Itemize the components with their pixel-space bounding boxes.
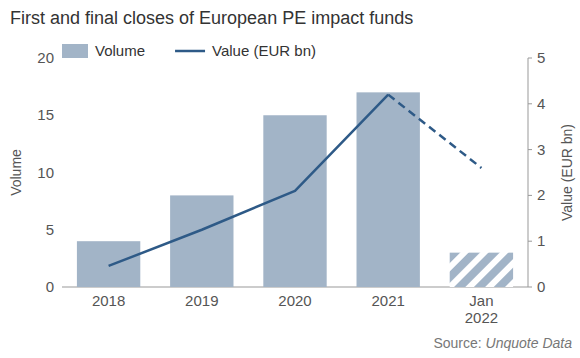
y2-tick	[528, 149, 532, 150]
legend-swatch	[62, 44, 88, 58]
y-tick-label: 10	[37, 164, 54, 181]
x-tick-label: Jan2022	[465, 292, 498, 326]
chart-svg: First and final closes of European PE im…	[0, 0, 580, 358]
y2-axis-line	[528, 58, 529, 287]
x-tick-label-line: 2022	[465, 309, 498, 326]
x-tick-label: 2020	[278, 292, 311, 309]
y2-tick-label: 4	[537, 95, 545, 112]
source: Source: Unquote Data	[433, 335, 572, 351]
y-axis-label: Volume	[8, 149, 24, 196]
x-tick-label-line: Jan	[469, 292, 493, 309]
y2-tick	[528, 287, 532, 288]
y-tick	[58, 172, 62, 173]
bar	[77, 241, 140, 287]
y-tick	[58, 287, 62, 288]
y2-tick-label: 0	[537, 278, 545, 295]
x-tick-label-line: 2020	[278, 292, 311, 309]
y2-tick	[528, 241, 532, 242]
y2-axis-label: Value (EUR bn)	[559, 124, 575, 221]
chart-container: First and final closes of European PE im…	[0, 0, 580, 358]
y2-tick-label: 2	[537, 186, 545, 203]
x-tick-label: 2019	[185, 292, 218, 309]
y2-tick-label: 5	[537, 49, 545, 66]
line	[388, 95, 481, 168]
x-tick-label: 2018	[92, 292, 125, 309]
y2-tick	[528, 58, 532, 59]
y-tick-label: 15	[37, 106, 54, 123]
line	[109, 95, 389, 266]
legend-label: Volume	[95, 42, 145, 59]
y2-tick	[528, 195, 532, 196]
source-name: Unquote Data	[486, 335, 573, 351]
y2-tick-label: 3	[537, 141, 545, 158]
bar	[170, 195, 233, 287]
x-tick-label-line: 2019	[185, 292, 218, 309]
y2-tick-label: 1	[537, 232, 545, 249]
bar	[450, 253, 513, 287]
title: First and final closes of European PE im…	[10, 8, 413, 28]
legend-label: Value (EUR bn)	[212, 42, 316, 59]
x-tick-label-line: 2018	[92, 292, 125, 309]
x-tick-label-line: 2021	[372, 292, 405, 309]
x-tick-label: 2021	[372, 292, 405, 309]
y-tick-label: 20	[37, 49, 54, 66]
y-tick-label: 5	[46, 221, 54, 238]
y-tick	[58, 229, 62, 230]
y2-tick	[528, 103, 532, 104]
y-tick	[58, 115, 62, 116]
y-tick	[58, 58, 62, 59]
y-tick-label: 0	[46, 278, 54, 295]
source-prefix: Source:	[433, 335, 485, 351]
bar	[357, 92, 420, 287]
legend-swatch	[175, 50, 205, 53]
plot-area	[77, 92, 513, 287]
